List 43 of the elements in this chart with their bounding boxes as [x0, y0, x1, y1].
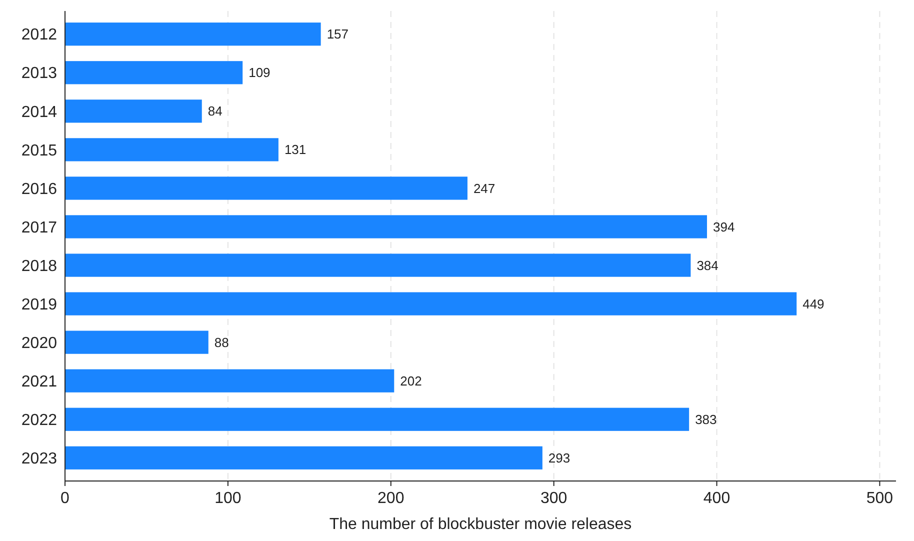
- bar: [65, 292, 797, 316]
- y-tick-label: 2023: [21, 450, 58, 468]
- data-label: 394: [712, 219, 735, 234]
- x-axis-title: The number of blockbuster movie releases: [329, 516, 632, 533]
- y-tick-label: 2021: [21, 373, 58, 390]
- y-tick-label: 2015: [21, 142, 58, 160]
- y-tick-label: 2017: [21, 219, 58, 236]
- data-label: 84: [208, 104, 222, 119]
- y-tick-label: 2014: [21, 104, 58, 121]
- bar: [65, 254, 691, 277]
- data-label: 202: [400, 373, 422, 388]
- bar: [65, 446, 542, 470]
- data-label: 449: [802, 296, 824, 312]
- x-tick-label: 400: [703, 490, 730, 507]
- bar: [65, 138, 278, 162]
- data-label: 157: [326, 26, 349, 42]
- data-label: 293: [548, 450, 570, 466]
- y-tick-label: 2022: [21, 412, 58, 429]
- bar: [65, 408, 690, 431]
- x-tick-label: 0: [60, 490, 70, 507]
- data-label: 383: [695, 412, 717, 427]
- bar: [65, 369, 394, 392]
- x-tick-label: 100: [214, 490, 242, 507]
- y-tick-label: 2018: [21, 258, 58, 275]
- bar: [65, 330, 208, 354]
- y-tick-label: 2013: [21, 65, 58, 82]
- data-label: 247: [473, 180, 496, 196]
- bar: [65, 61, 243, 84]
- x-tick-label: 500: [866, 490, 894, 507]
- y-tick-label: 2020: [21, 334, 58, 352]
- y-tick-label: 2016: [21, 180, 58, 198]
- x-tick-label: 300: [540, 490, 568, 507]
- bar: [65, 100, 202, 123]
- data-label: 131: [284, 142, 306, 158]
- bar: [65, 176, 468, 200]
- bar: [65, 22, 321, 46]
- data-label: 384: [696, 258, 718, 273]
- data-label: 88: [214, 334, 229, 350]
- y-tick-label: 2012: [21, 26, 58, 44]
- y-tick-label: 2019: [21, 296, 58, 314]
- x-tick-label: 200: [378, 490, 404, 507]
- data-label: 109: [248, 65, 270, 80]
- bar: [65, 215, 707, 238]
